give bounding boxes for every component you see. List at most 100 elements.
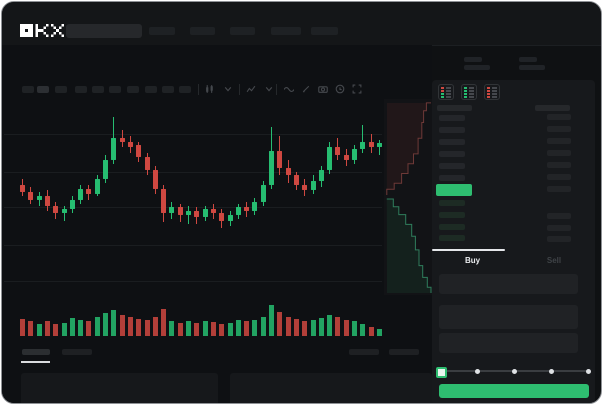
history-panel	[230, 373, 432, 403]
candle-body	[252, 201, 258, 212]
volume-bar	[343, 319, 349, 336]
volume-bar	[111, 310, 117, 336]
bid-amount-placeholder	[547, 236, 571, 242]
icon-block	[464, 96, 467, 98]
nav-item-placeholder[interactable]	[271, 27, 301, 35]
candle-body	[219, 213, 225, 221]
stat-value-placeholder	[519, 65, 545, 70]
volume-bar	[277, 312, 283, 336]
stat-value-placeholder	[464, 65, 490, 70]
buy-submit-button[interactable]	[439, 384, 589, 398]
slider-stop[interactable]	[549, 369, 554, 374]
candle-body	[269, 151, 274, 185]
slider-stop[interactable]	[475, 369, 480, 374]
volume-bar	[78, 319, 84, 336]
candle-body	[186, 211, 191, 215]
nav-item-placeholder[interactable]	[230, 27, 255, 35]
buy-tab-indicator	[432, 249, 505, 251]
timeframe-button[interactable]	[162, 86, 174, 93]
order-field-1[interactable]	[439, 305, 578, 329]
timeframe-button[interactable]	[109, 86, 121, 93]
candle-body	[260, 184, 266, 202]
fullscreen-icon[interactable]	[352, 84, 362, 94]
candle-body	[127, 141, 133, 148]
volume-bar	[368, 327, 374, 336]
volume-bar	[86, 320, 92, 336]
toolbar-divider	[198, 84, 199, 95]
chart-footer-chip[interactable]	[349, 349, 379, 355]
stat-label-placeholder	[464, 57, 482, 62]
timeframe-button[interactable]	[22, 86, 34, 93]
draw-pencil-icon[interactable]	[301, 84, 311, 94]
bottom-tab-placeholder[interactable]	[22, 349, 50, 355]
icon-block	[464, 93, 467, 95]
candle-body	[285, 167, 291, 176]
chevron-down-icon[interactable]	[264, 84, 274, 94]
candle-body	[44, 196, 50, 206]
candle-body	[227, 214, 233, 221]
candle-body	[169, 207, 175, 214]
bid-price-placeholder	[439, 235, 465, 241]
timeframe-button[interactable]	[92, 86, 104, 93]
nav-item-placeholder[interactable]	[311, 27, 338, 35]
timeframe-button[interactable]	[179, 86, 191, 93]
volume-bar	[269, 305, 274, 336]
nav-item-placeholder[interactable]	[149, 27, 175, 35]
slider-stop[interactable]	[586, 369, 591, 374]
icon-block	[441, 93, 444, 95]
gridline	[4, 172, 382, 173]
slider-stop[interactable]	[512, 369, 517, 374]
nav-item-placeholder[interactable]	[190, 27, 215, 35]
candle-body	[94, 179, 100, 195]
timeframe-button[interactable]	[75, 86, 87, 93]
view-combined-book-icon[interactable]	[438, 84, 454, 100]
volume-bar	[44, 320, 50, 336]
candle-body	[293, 175, 299, 185]
volume-bar	[252, 319, 258, 336]
camera-icon[interactable]	[318, 84, 328, 94]
candle-type-icon[interactable]	[205, 84, 215, 94]
chevron-down-icon[interactable]	[223, 84, 233, 94]
timeframe-button[interactable]	[145, 86, 157, 93]
bid-price-placeholder	[439, 212, 465, 218]
tab-sell[interactable]: Sell	[546, 256, 562, 265]
slider-handle[interactable]	[436, 367, 447, 378]
volume-bar	[28, 321, 34, 336]
candle-body	[161, 188, 167, 214]
volume-bar	[352, 321, 357, 336]
indicator-icon[interactable]	[246, 84, 256, 94]
last-price-highlight[interactable]	[436, 184, 472, 196]
candle-body	[111, 137, 117, 161]
timeframe-button[interactable]	[55, 86, 67, 93]
candle-body	[318, 169, 324, 182]
icon-line	[492, 87, 497, 89]
order-field-2[interactable]	[439, 333, 578, 353]
candle-body	[352, 149, 357, 161]
timeframe-button[interactable]	[127, 86, 139, 93]
okx-logo-glyph	[20, 24, 64, 37]
chart-footer-chip[interactable]	[389, 349, 419, 355]
settings-clock-icon[interactable]	[335, 84, 345, 94]
volume-bar	[119, 315, 125, 336]
ask-price-placeholder	[439, 175, 465, 181]
icon-line	[446, 90, 451, 92]
gridline	[4, 245, 382, 246]
line-style-icon[interactable]	[284, 84, 294, 94]
ask-amount-placeholder	[547, 114, 571, 120]
bid-amount-placeholder	[547, 225, 571, 231]
tab-buy[interactable]: Buy	[464, 256, 481, 265]
search-input[interactable]	[66, 24, 142, 38]
order-field-0[interactable]	[439, 274, 578, 294]
okx-logo[interactable]	[20, 23, 64, 38]
ask-amount-placeholder	[547, 126, 571, 132]
view-asks-only-icon[interactable]	[484, 84, 500, 100]
ask-amount-placeholder	[547, 150, 571, 156]
timeframe-button[interactable]	[37, 86, 49, 93]
trade-panel: Buy Sell	[432, 80, 595, 403]
candle-body	[78, 188, 84, 200]
ob-header-price	[437, 105, 472, 111]
bottom-tab-placeholder[interactable]	[62, 349, 92, 355]
volume-bar	[260, 316, 266, 336]
icon-block	[441, 87, 444, 89]
view-bids-only-icon[interactable]	[461, 84, 477, 100]
